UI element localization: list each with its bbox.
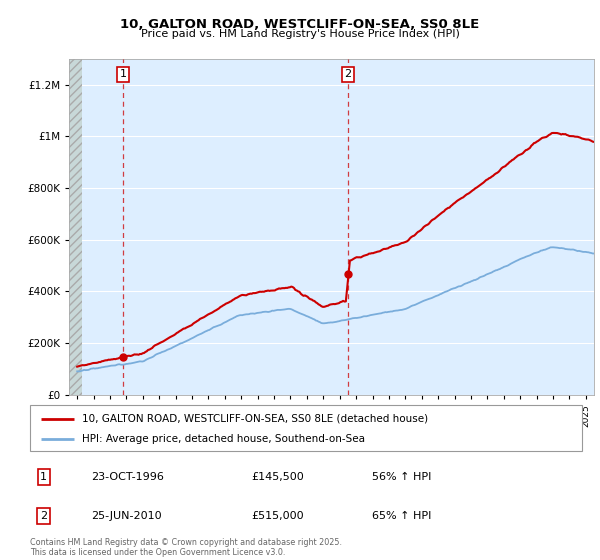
Text: 10, GALTON ROAD, WESTCLIFF-ON-SEA, SS0 8LE: 10, GALTON ROAD, WESTCLIFF-ON-SEA, SS0 8… xyxy=(121,18,479,31)
Text: Contains HM Land Registry data © Crown copyright and database right 2025.
This d: Contains HM Land Registry data © Crown c… xyxy=(30,538,342,557)
Text: HPI: Average price, detached house, Southend-on-Sea: HPI: Average price, detached house, Sout… xyxy=(82,435,365,444)
Text: 25-JUN-2010: 25-JUN-2010 xyxy=(91,511,161,521)
Text: 2: 2 xyxy=(344,69,352,80)
Bar xyxy=(69,59,82,395)
Text: £515,000: £515,000 xyxy=(251,511,304,521)
Text: 2: 2 xyxy=(40,511,47,521)
Text: 1: 1 xyxy=(119,69,127,80)
FancyBboxPatch shape xyxy=(30,405,582,451)
Text: Price paid vs. HM Land Registry's House Price Index (HPI): Price paid vs. HM Land Registry's House … xyxy=(140,29,460,39)
Text: 1: 1 xyxy=(40,472,47,482)
Text: 23-OCT-1996: 23-OCT-1996 xyxy=(91,472,164,482)
Text: 10, GALTON ROAD, WESTCLIFF-ON-SEA, SS0 8LE (detached house): 10, GALTON ROAD, WESTCLIFF-ON-SEA, SS0 8… xyxy=(82,414,428,424)
Text: 65% ↑ HPI: 65% ↑ HPI xyxy=(372,511,431,521)
Text: 56% ↑ HPI: 56% ↑ HPI xyxy=(372,472,431,482)
Text: £145,500: £145,500 xyxy=(251,472,304,482)
